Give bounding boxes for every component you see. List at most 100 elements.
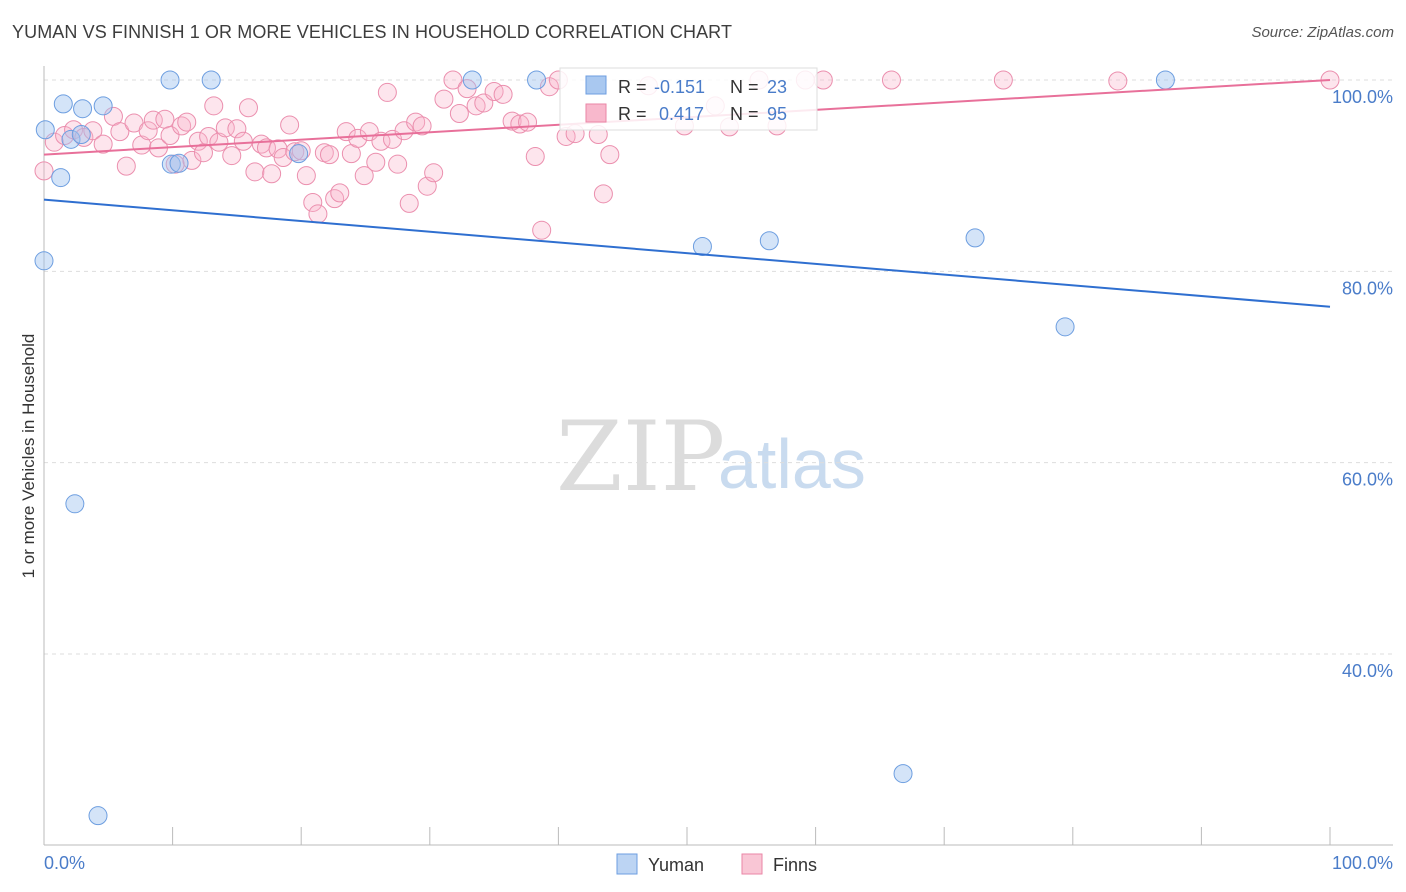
finns-point — [354, 166, 374, 186]
chart-title: YUMAN VS FINNISH 1 OR MORE VEHICLES IN H… — [12, 22, 733, 42]
finns-point — [593, 184, 613, 204]
y-tick-label-60: 60.0% — [1342, 470, 1393, 490]
source-credit: Source: ZipAtlas.com — [1251, 24, 1394, 41]
finns-point — [434, 89, 454, 109]
finns-point — [493, 84, 513, 104]
finns-point — [155, 109, 175, 129]
finns-point — [138, 121, 158, 141]
yuman-point — [289, 144, 309, 164]
yuman-points — [34, 70, 1175, 826]
yuman-point — [73, 99, 93, 119]
finns-point — [510, 114, 530, 134]
yuman-point — [169, 153, 189, 173]
finns-point — [227, 119, 247, 139]
yuman-point — [53, 94, 73, 114]
finns-point — [116, 156, 136, 176]
finns-point — [172, 116, 192, 136]
gridlines — [44, 79, 1393, 655]
finns-n-label: N = — [730, 104, 759, 124]
finns-points — [34, 70, 1340, 240]
legend-finns-swatch — [741, 853, 763, 875]
finns-point — [319, 145, 339, 165]
finns-point — [93, 134, 113, 154]
finns-point — [388, 154, 408, 174]
finns-point — [466, 96, 486, 116]
finns-point — [443, 70, 463, 90]
finns-point — [502, 111, 522, 131]
watermark-zip: ZIP — [556, 401, 725, 513]
yuman-point — [88, 806, 108, 826]
finns-point — [245, 162, 265, 182]
finns-point — [238, 98, 258, 118]
yuman-point — [893, 764, 913, 784]
yuman-point — [965, 228, 985, 248]
x-tick-label-max: 100.0% — [1332, 853, 1393, 873]
yuman-point — [65, 494, 85, 514]
finns-point — [291, 141, 311, 161]
finns-n-value: 95 — [767, 104, 787, 124]
yuman-point — [71, 125, 91, 145]
x-tick-label-min: 0.0% — [44, 853, 85, 873]
yuman-point — [35, 120, 55, 140]
finns-point — [262, 164, 282, 184]
finns-point — [233, 131, 253, 151]
finns-point — [377, 82, 397, 102]
finns-point — [110, 122, 130, 142]
series-legend: Yuman Finns — [616, 853, 817, 875]
yuman-point — [462, 70, 482, 90]
stats-legend: R = -0.151 N = 23 R = 0.417 N = 95 — [559, 67, 818, 131]
finns-legend-swatch — [585, 103, 607, 123]
y-tick-labels: 40.0% 60.0% 80.0% 100.0% — [1332, 87, 1393, 681]
yuman-point — [34, 251, 54, 271]
legend-yuman-swatch — [616, 853, 638, 875]
yuman-n-value: 23 — [767, 77, 787, 97]
finns-point — [303, 192, 323, 212]
yuman-point — [51, 168, 71, 188]
finns-point — [34, 161, 54, 181]
yuman-point — [692, 236, 712, 256]
finns-point — [177, 112, 197, 132]
finns-point — [600, 145, 620, 165]
yuman-point — [759, 231, 779, 251]
finns-point — [83, 121, 103, 141]
finns-point — [1108, 71, 1128, 91]
finns-point — [296, 166, 316, 186]
finns-point — [518, 112, 538, 132]
yuman-point — [161, 154, 181, 174]
finns-point — [525, 147, 545, 167]
finns-point — [449, 103, 469, 123]
finns-point — [424, 163, 444, 183]
yuman-n-label: N = — [730, 77, 759, 97]
finns-point — [209, 132, 229, 152]
finns-point — [204, 96, 224, 116]
yuman-r-value: -0.151 — [654, 77, 705, 97]
y-tick-label-80: 80.0% — [1342, 278, 1393, 298]
y-tick-label-100: 100.0% — [1332, 87, 1393, 107]
watermark-atlas: atlas — [718, 425, 866, 503]
finns-point — [280, 115, 300, 135]
finns-point — [993, 70, 1013, 90]
finns-point — [348, 128, 368, 148]
axes — [43, 66, 1393, 846]
finns-point — [881, 70, 901, 90]
finns-point — [273, 147, 293, 167]
yuman-legend-swatch — [585, 75, 607, 95]
y-axis-label: 1 or more Vehicles in Household — [19, 334, 38, 579]
finns-point — [222, 146, 242, 166]
yuman-point — [527, 70, 547, 90]
finns-r-label: R = — [618, 104, 647, 124]
finns-point — [330, 183, 350, 203]
yuman-point — [1055, 317, 1075, 337]
y-tick-label-40: 40.0% — [1342, 661, 1393, 681]
yuman-point — [201, 70, 221, 90]
finns-r-value: 0.417 — [654, 104, 704, 124]
finns-point — [366, 152, 386, 172]
legend-yuman-label: Yuman — [648, 855, 704, 875]
yuman-point — [1155, 70, 1175, 90]
yuman-point — [160, 70, 180, 90]
yuman-point — [61, 129, 81, 149]
finns-point — [532, 220, 552, 240]
finns-point — [371, 131, 391, 151]
finns-point — [412, 116, 432, 136]
